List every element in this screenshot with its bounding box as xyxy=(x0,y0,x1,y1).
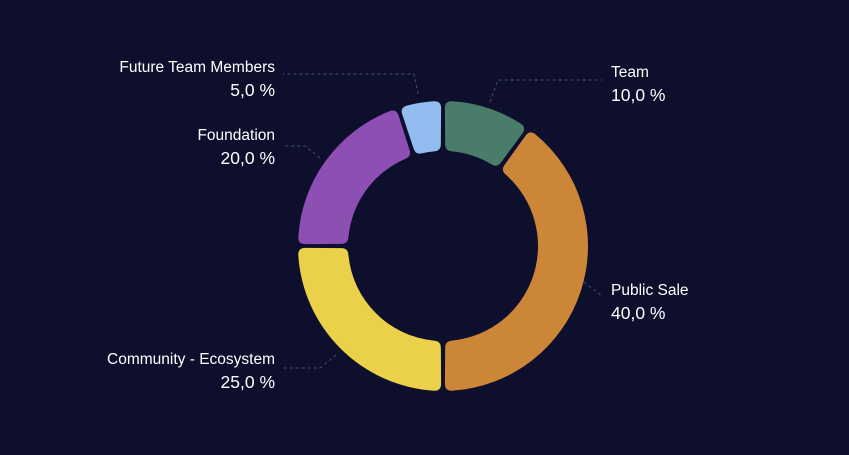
leader-line-future-team-members xyxy=(283,73,419,95)
slice-label-team: Team 10,0 % xyxy=(611,64,665,105)
slice-label-foundation: Foundation 20,0 % xyxy=(197,127,275,168)
slice-value-foundation: 20,0 % xyxy=(221,148,275,168)
slice-label-public-sale: Public Sale 40,0 % xyxy=(611,282,689,323)
slice-label-community-ecosystem: Community - Ecosystem 25,0 % xyxy=(107,351,275,392)
leader-line-foundation xyxy=(283,145,321,159)
leader-line-team xyxy=(489,79,602,103)
slice-name-team: Team xyxy=(611,64,649,81)
slice-foundation[interactable] xyxy=(298,110,411,245)
slice-value-public-sale: 40,0 % xyxy=(611,303,665,323)
slice-value-team: 10,0 % xyxy=(611,85,665,105)
leader-line-community-ecosystem xyxy=(283,354,337,369)
slice-name-future-team-members: Future Team Members xyxy=(119,59,275,76)
slice-future-team-members[interactable] xyxy=(401,101,442,154)
slice-value-future-team-members: 5,0 % xyxy=(230,80,275,100)
slice-name-public-sale: Public Sale xyxy=(611,282,689,299)
slice-label-future-team-members: Future Team Members 5,0 % xyxy=(119,59,275,100)
slices-group xyxy=(298,101,588,391)
slice-public-sale[interactable] xyxy=(444,132,588,391)
slice-name-foundation: Foundation xyxy=(197,127,275,144)
slice-name-community-ecosystem: Community - Ecosystem xyxy=(107,351,275,368)
slice-community-ecosystem[interactable] xyxy=(298,247,442,391)
slice-team[interactable] xyxy=(444,101,525,166)
leader-line-public-sale xyxy=(583,281,603,297)
slice-value-community-ecosystem: 25,0 % xyxy=(221,372,275,392)
leader-lines-group xyxy=(283,73,603,369)
